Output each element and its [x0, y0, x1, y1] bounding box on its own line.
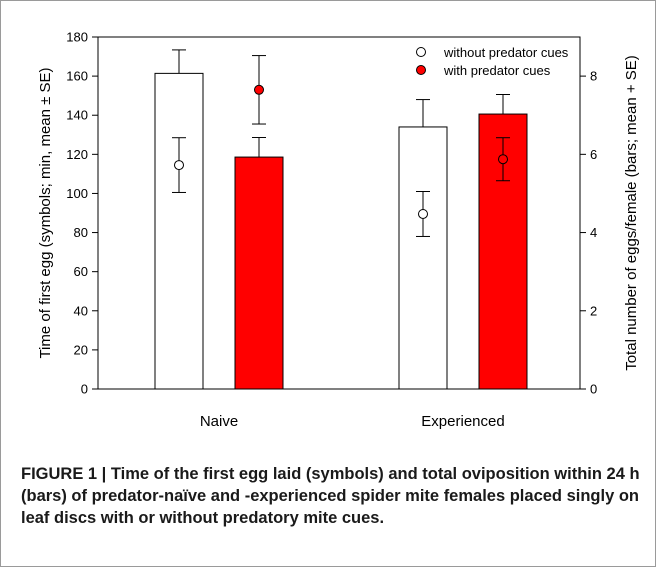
left-tick-label: 80: [74, 225, 88, 240]
plot-area-frame: [97, 36, 581, 390]
left-tick-label: 0: [81, 382, 88, 397]
left-tick-label: 20: [74, 342, 88, 357]
category-label: Experienced: [421, 413, 504, 430]
right-axis-ticks: 0 2 4 6 8: [580, 69, 597, 397]
symbol-series: [172, 55, 510, 237]
left-tick-label: 40: [74, 303, 88, 318]
legend: without predator cues with predator cues: [416, 45, 569, 78]
right-axis-title: Total number of eggs/female (bars; mean …: [623, 55, 640, 371]
left-tick-label: 120: [66, 147, 88, 162]
left-tick-label: 160: [66, 69, 88, 84]
right-tick-label: 4: [590, 225, 597, 240]
bar: [154, 72, 204, 390]
right-tick-label: 6: [590, 147, 597, 162]
left-tick-label: 60: [74, 264, 88, 279]
bar-series: [154, 49, 528, 390]
symbol-point: [498, 154, 508, 165]
legend-label-with-cues: with predator cues: [443, 63, 551, 78]
legend-marker-with-cues: [416, 65, 426, 75]
figure-caption: FIGURE 1 | Time of the first egg laid (s…: [21, 465, 640, 527]
symbol-point: [174, 160, 184, 171]
left-tick-label: 180: [66, 30, 88, 45]
left-axis-title: Time of first egg (symbols; min, mean ± …: [37, 67, 54, 358]
symbol-point: [418, 208, 428, 219]
symbol-point: [254, 84, 264, 95]
bar: [398, 126, 448, 390]
category-labels: Naive Experienced: [200, 413, 505, 430]
bar: [234, 156, 284, 390]
right-tick-label: 2: [590, 303, 597, 318]
left-axis-ticks: 0 20 40 60 80 100 120 140 160 180: [66, 30, 98, 397]
right-tick-label: 8: [590, 69, 597, 84]
legend-label-without-cues: without predator cues: [443, 45, 569, 60]
category-label: Naive: [200, 413, 238, 430]
left-tick-label: 140: [66, 108, 88, 123]
legend-marker-without-cues: [416, 47, 426, 57]
chart: 0 20 40 60 80 100 120 140 160 180 0 2 4 6 8 Naive Expe…: [37, 30, 640, 431]
right-tick-label: 0: [590, 382, 597, 397]
left-tick-label: 100: [66, 186, 88, 201]
